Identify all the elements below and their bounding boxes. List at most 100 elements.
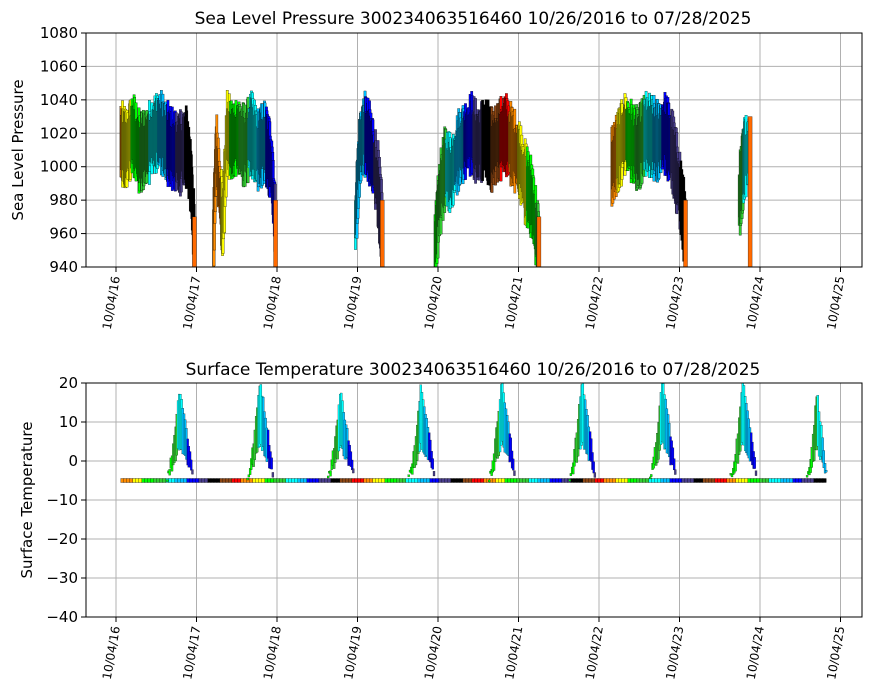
temperature-chart-title: Surface Temperature 300234063516460 10/2… xyxy=(186,360,761,380)
temperature-mark xyxy=(432,471,436,477)
xtick-label: 10/04/16 xyxy=(100,275,123,331)
xtick-label: 10/04/19 xyxy=(341,275,364,331)
temperature-mark xyxy=(351,459,354,471)
temperature-xticks: 10/04/16 10/04/17 10/04/18 10/04/19 10/04/20… xyxy=(100,617,847,681)
temperature-mark xyxy=(492,453,496,471)
temperature-mark xyxy=(411,463,414,475)
ytick-label: 20 xyxy=(59,374,78,392)
temperature-mark xyxy=(674,469,677,475)
temperature-mark xyxy=(821,437,824,463)
temperature-mark xyxy=(592,461,595,474)
temperature-mark xyxy=(593,472,597,478)
ytick-label: −20 xyxy=(46,530,78,548)
pressure-mark xyxy=(683,199,688,267)
temperature-mark xyxy=(822,450,825,468)
temperature-mark xyxy=(490,469,493,476)
temperature-mark xyxy=(805,475,809,478)
xtick-label: 10/04/23 xyxy=(663,275,686,331)
xtick-label: 10/04/23 xyxy=(663,625,686,681)
temperature-mark xyxy=(488,479,491,483)
temperature-mark xyxy=(513,470,516,476)
temperature-mark xyxy=(671,447,675,466)
temperature-mark xyxy=(270,457,273,470)
temperature-mark xyxy=(572,462,575,475)
temperature-mark xyxy=(431,458,434,470)
temperature-mark xyxy=(825,470,828,473)
ytick-label: 1020 xyxy=(40,124,78,142)
xtick-label: 10/04/20 xyxy=(422,275,445,331)
temperature-mark xyxy=(734,454,737,472)
xtick-label: 10/04/16 xyxy=(100,625,123,681)
temperature-mark xyxy=(248,468,252,475)
temperature-mark xyxy=(271,472,275,478)
temperature-yticks: −40 −30 −20 −10 0 10 20 xyxy=(46,374,86,626)
xtick-label: 10/04/17 xyxy=(180,275,203,331)
pressure-mark xyxy=(747,116,753,267)
temperature-mark xyxy=(329,470,332,477)
temperature-mark xyxy=(822,478,827,483)
xtick-label: 10/04/21 xyxy=(502,275,525,331)
ytick-label: −30 xyxy=(46,569,78,587)
temperature-mark xyxy=(673,458,676,471)
xtick-label: 10/04/18 xyxy=(261,275,284,331)
temperature-mark xyxy=(590,438,593,462)
temperature-mark xyxy=(512,458,515,471)
pressure-chart-ylabel: Sea Level Pressure xyxy=(9,79,27,220)
temperature-mark xyxy=(190,459,193,471)
xtick-label: 10/04/19 xyxy=(341,625,364,681)
temperature-mark xyxy=(429,439,432,463)
pressure-mark xyxy=(273,199,278,267)
ytick-label: 980 xyxy=(49,191,78,209)
temperature-chart: Surface Temperature 300234063516460 10/2… xyxy=(18,360,863,681)
temperature-mark xyxy=(349,451,353,467)
temperature-chart-ylabel: Surface Temperature xyxy=(18,422,36,579)
temperature-mark xyxy=(568,479,571,482)
ytick-label: 10 xyxy=(59,413,78,431)
pressure-data xyxy=(119,90,753,267)
temperature-mark xyxy=(823,463,827,474)
temperature-mark xyxy=(266,429,270,459)
pressure-yticks: 940 960 980 1000 1020 1040 1060 1080 xyxy=(40,24,86,276)
ytick-label: 940 xyxy=(49,258,78,276)
pressure-mark xyxy=(536,216,542,267)
pressure-chart: Sea Level Pressure 300234063516460 10/26… xyxy=(9,9,863,331)
temperature-mark xyxy=(327,475,330,479)
ytick-label: 1080 xyxy=(40,24,78,42)
temperature-mark xyxy=(754,470,758,476)
ytick-label: −40 xyxy=(46,608,78,626)
temperature-mark xyxy=(650,474,653,477)
temperature-mark xyxy=(191,469,194,475)
plot-area xyxy=(120,383,828,483)
temperature-mark xyxy=(729,473,732,476)
xtick-label: 10/04/24 xyxy=(744,275,767,331)
temperature-mark xyxy=(591,452,594,470)
pressure-mark xyxy=(192,216,197,267)
temperature-mark xyxy=(166,479,169,482)
temperature-mark xyxy=(188,451,192,468)
ytick-label: 1060 xyxy=(40,57,78,75)
temperature-mark xyxy=(569,473,573,476)
temperature-mark xyxy=(730,474,734,478)
pressure-chart-title: Sea Level Pressure 300234063516460 10/26… xyxy=(195,9,752,29)
ytick-label: 0 xyxy=(68,452,78,470)
temperature-mark xyxy=(509,437,512,461)
temperature-mark xyxy=(352,468,355,474)
xtick-label: 10/04/21 xyxy=(502,625,525,681)
xtick-label: 10/04/17 xyxy=(180,625,203,681)
pressure-xticks: 10/04/16 10/04/17 10/04/18 10/04/19 10/04/20… xyxy=(100,267,847,331)
xtick-label: 10/04/22 xyxy=(583,275,606,331)
temperature-mark xyxy=(649,476,652,480)
xtick-label: 10/04/25 xyxy=(824,625,847,681)
ytick-label: 960 xyxy=(49,225,78,243)
xtick-label: 10/04/25 xyxy=(824,275,847,331)
xtick-label: 10/04/22 xyxy=(583,625,606,681)
temperature-mark xyxy=(407,474,410,477)
temperature-mark xyxy=(247,474,251,478)
temperature-data xyxy=(120,383,828,483)
xtick-label: 10/04/18 xyxy=(261,625,284,681)
pressure-plot-frame xyxy=(85,32,863,268)
ytick-label: 1000 xyxy=(40,158,78,176)
temperature-mark xyxy=(168,469,171,476)
pressure-mark xyxy=(380,199,385,267)
